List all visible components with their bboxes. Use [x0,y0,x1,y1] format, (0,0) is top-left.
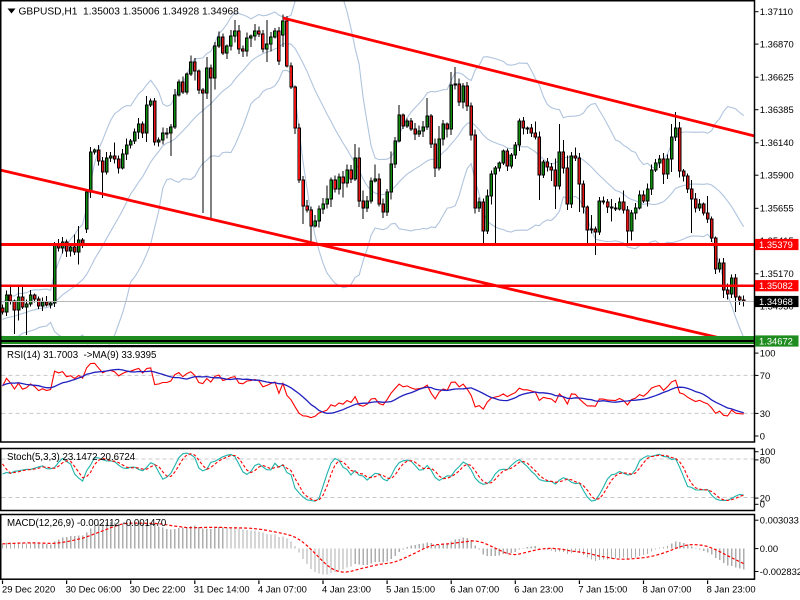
svg-text:-0.002832: -0.002832 [760,566,800,577]
svg-text:30 Dec 22:00: 30 Dec 22:00 [130,584,186,595]
svg-text:0.00: 0.00 [760,543,778,554]
svg-text:31 Dec 14:00: 31 Dec 14:00 [194,584,250,595]
svg-text:100: 100 [760,348,776,359]
svg-text:100: 100 [760,446,776,457]
svg-text:20: 20 [760,493,770,504]
svg-text:1.35170: 1.35170 [760,268,794,279]
svg-text:70: 70 [760,370,770,381]
svg-text:4 Jan 07:00: 4 Jan 07:00 [258,584,307,595]
svg-text:0: 0 [760,499,765,510]
svg-text:1.35379: 1.35379 [759,239,793,250]
svg-text:1.34672: 1.34672 [759,336,793,347]
svg-text:1.35655: 1.35655 [760,203,794,214]
svg-text:7 Jan 15:00: 7 Jan 15:00 [578,584,627,595]
svg-text:RSI(14) 31.7003 ->MA(9) 33.93: RSI(14) 31.7003 ->MA(9) 33.9395 [7,350,156,361]
svg-text:8 Jan 23:00: 8 Jan 23:00 [707,584,756,595]
svg-text:1.35900: 1.35900 [760,170,794,181]
svg-text:29 Dec 2020: 29 Dec 2020 [2,584,55,595]
svg-text:1.36625: 1.36625 [760,72,794,83]
svg-text:5 Jan 15:00: 5 Jan 15:00 [386,584,435,595]
svg-text:0.003033: 0.003033 [760,515,799,526]
svg-text:1.35082: 1.35082 [759,280,793,291]
svg-text:1.36385: 1.36385 [760,104,794,115]
svg-text:1.36140: 1.36140 [760,137,794,148]
svg-text:8 Jan 07:00: 8 Jan 07:00 [643,584,692,595]
svg-text:Stoch(5,3,3) 23.1472 20.6724: Stoch(5,3,3) 23.1472 20.6724 [7,452,136,463]
svg-text:6 Jan 07:00: 6 Jan 07:00 [450,584,499,595]
svg-text:30 Dec 06:00: 30 Dec 06:00 [66,584,122,595]
svg-text:6 Jan 23:00: 6 Jan 23:00 [514,584,563,595]
svg-text:30: 30 [760,408,770,419]
svg-text:1.36870: 1.36870 [760,39,794,50]
svg-text:4 Jan 23:00: 4 Jan 23:00 [322,584,371,595]
svg-text:80: 80 [760,454,770,465]
svg-text:1.34968: 1.34968 [759,296,793,307]
svg-text:GBPUSD,H1 1.35003 1.35006 1.3: GBPUSD,H1 1.35003 1.35006 1.34928 1.3496… [19,7,240,18]
svg-text:MACD(12,26,9) -0.002112 -0.001: MACD(12,26,9) -0.002112 -0.001470 [7,518,167,529]
svg-text:0: 0 [760,430,765,441]
svg-text:1.37110: 1.37110 [760,6,793,17]
